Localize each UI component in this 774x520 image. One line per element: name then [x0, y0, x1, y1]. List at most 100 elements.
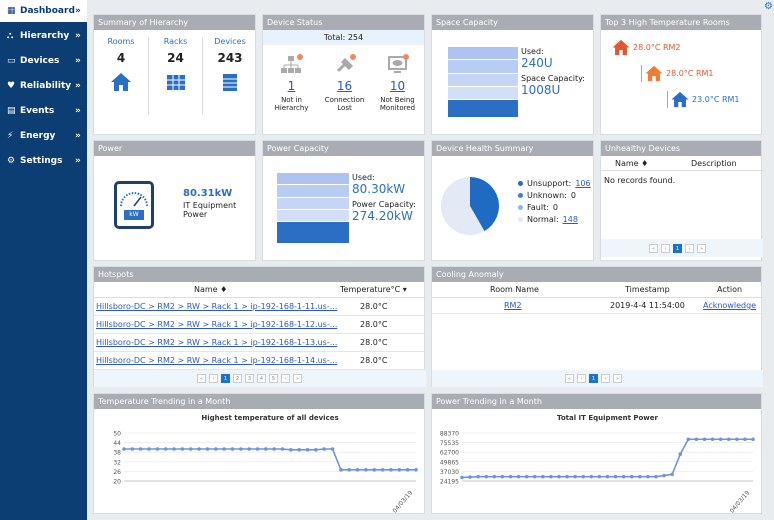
page-button[interactable]: › [601, 374, 610, 383]
data-point [122, 447, 126, 451]
chevron-right-icon[interactable]: » [75, 31, 81, 41]
data-point [638, 474, 642, 479]
page-button[interactable]: 2 [233, 374, 242, 383]
chevron-right-icon[interactable]: » [75, 106, 81, 116]
space-used-value: 240U [521, 56, 553, 70]
data-point [222, 447, 226, 451]
page-button[interactable]: » [613, 374, 622, 383]
capacity-free-segment [448, 60, 518, 73]
nav-reliability-icon: ♥ [7, 81, 16, 91]
device-status-panel: Device Status Total: 254 1 Not in Hierar… [262, 14, 425, 135]
data-point [670, 472, 674, 477]
cooling-anomaly-title: Cooling Anomaly [432, 267, 761, 282]
space-used-label: Used: [521, 47, 544, 56]
data-point [172, 447, 176, 451]
data-point [702, 437, 707, 442]
y-tick-label: 88370 [440, 431, 459, 438]
data-point [597, 474, 602, 479]
legend-label: Unsupport: [527, 178, 572, 188]
page-button[interactable]: 3 [245, 374, 254, 383]
legend-value[interactable]: 148 [562, 214, 578, 224]
chevron-right-icon[interactable]: » [75, 56, 81, 66]
nav-item-dashboard[interactable]: ▦ Dashboard» [0, 0, 87, 22]
page-button[interactable]: ‹ [209, 374, 218, 383]
hotspots-col-temp[interactable]: Temperature°C ▾ [340, 285, 407, 294]
not-monitored-label: Not Being [380, 96, 415, 104]
data-point [613, 474, 618, 479]
y-tick-label: 24195 [440, 479, 459, 486]
temp-room-2-label: 28.0°C RM1 [666, 69, 714, 78]
sidebar [0, 0, 87, 520]
hotspot-temp: 28.0°C [360, 302, 388, 311]
capacity-used-segment [448, 100, 518, 117]
hotspot-device-link[interactable]: Hillsboro-DC > RM2 > RW > Rack 1 > ip-19… [96, 302, 338, 311]
house-icon [94, 72, 148, 94]
data-point [188, 447, 193, 451]
page-button[interactable]: 1 [673, 244, 682, 253]
device-health-title: Device Health Summary [432, 141, 593, 156]
nav-item-devices[interactable]: ▭ Devices » [0, 50, 87, 72]
nav-item-reliability[interactable]: ♥ Reliability» [0, 75, 87, 97]
y-tick-label: 44 [113, 440, 121, 447]
not-in-hierarchy-count[interactable]: 1 [287, 79, 296, 93]
cooling-col-time: Timestamp [625, 285, 670, 294]
page-button[interactable]: 1 [589, 374, 598, 383]
legend-value[interactable]: 106 [575, 178, 591, 188]
page-button[interactable]: 4 [257, 374, 266, 383]
nav-item-hierarchy[interactable]: ⛬ Hierarchy » [0, 25, 87, 47]
data-point [347, 468, 352, 472]
chevron-right-icon[interactable]: » [75, 131, 81, 141]
power-trend-title: Power Trending in a Month [432, 394, 761, 409]
nav-item-events[interactable]: ▤ Events » [0, 100, 87, 122]
page-button[interactable]: 1 [221, 374, 230, 383]
data-point [389, 468, 393, 472]
data-point [654, 474, 658, 479]
rack-icon [149, 74, 202, 93]
settings-gear-icon[interactable]: ⚙ [764, 1, 773, 12]
data-point [476, 474, 480, 479]
page-button[interactable]: « [649, 244, 658, 253]
page-button[interactable]: » [293, 374, 302, 383]
cooling-row: RM2 2019-4-4 11:54:00 Acknowledge [432, 298, 763, 314]
cooling-room-link[interactable]: RM2 [504, 301, 522, 310]
hotspots-col-name[interactable]: Name ♦ [194, 285, 228, 294]
unhealthy-empty-text: No records found. [604, 176, 676, 185]
health-legend-item: Fault: 0 [518, 201, 591, 213]
chevron-right-icon[interactable]: » [75, 81, 81, 91]
hotspot-device-link[interactable]: Hillsboro-DC > RM2 > RW > Rack 1 > ip-19… [96, 356, 338, 365]
unhealthy-col-name[interactable]: Name ♦ [615, 159, 649, 168]
not-monitored-count[interactable]: 10 [389, 79, 406, 93]
acknowledge-link[interactable]: Acknowledge [703, 301, 757, 310]
hotspot-device-link[interactable]: Hillsboro-DC > RM2 > RW > Rack 1 > ip-19… [96, 320, 338, 329]
top-temp-rooms-title: Top 3 High Temperature Rooms [601, 15, 761, 30]
page-button[interactable]: » [697, 244, 706, 253]
power-cap-value: 274.20kW [352, 209, 413, 223]
hotspot-temp: 28.0°C [360, 338, 388, 347]
device-status-title: Device Status [263, 15, 424, 30]
capacity-free-segment [448, 73, 518, 86]
page-button[interactable]: « [565, 374, 574, 383]
racks-count: 24 [167, 51, 184, 65]
page-button[interactable]: 5 [269, 374, 278, 383]
hotspot-device-link[interactable]: Hillsboro-DC > RM2 > RW > Rack 1 > ip-19… [96, 338, 338, 347]
chevron-right-icon[interactable]: » [75, 156, 81, 166]
data-point [155, 447, 160, 451]
page-button[interactable]: ‹ [577, 374, 586, 383]
nav-item-energy[interactable]: ⚡ Energy » [0, 125, 87, 147]
connection-lost-count[interactable]: 16 [336, 79, 353, 93]
page-button[interactable]: › [281, 374, 290, 383]
page-button[interactable]: « [197, 374, 206, 383]
chevron-right-icon[interactable]: » [75, 6, 81, 16]
data-point [516, 474, 521, 479]
data-point [524, 474, 529, 479]
data-point [272, 447, 276, 451]
legend-value: 0 [570, 190, 576, 200]
nav-settings-icon: ⚙ [7, 156, 16, 166]
data-point [541, 474, 545, 479]
nav-item-settings[interactable]: ⚙ Settings » [0, 150, 87, 172]
page-button[interactable]: › [685, 244, 694, 253]
capacity-free-segment [448, 86, 518, 99]
data-point [339, 468, 343, 472]
page-button[interactable]: ‹ [661, 244, 670, 253]
hotspots-pagination: «‹ 1 2 3 4 5 ›» [197, 374, 302, 383]
